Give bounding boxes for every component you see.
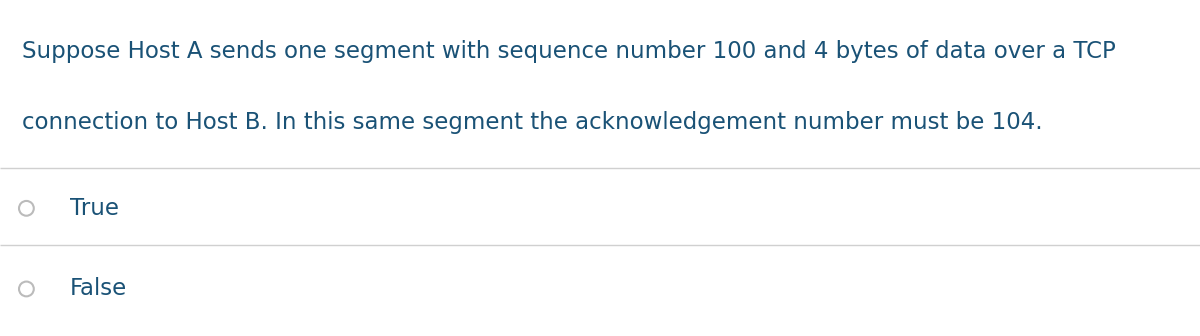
Text: False: False: [70, 278, 127, 300]
Text: True: True: [70, 197, 119, 220]
Text: Suppose Host A sends one segment with sequence number 100 and 4 bytes of data ov: Suppose Host A sends one segment with se…: [22, 40, 1115, 63]
Text: connection to Host B. In this same segment the acknowledgement number must be 10: connection to Host B. In this same segme…: [22, 111, 1043, 134]
